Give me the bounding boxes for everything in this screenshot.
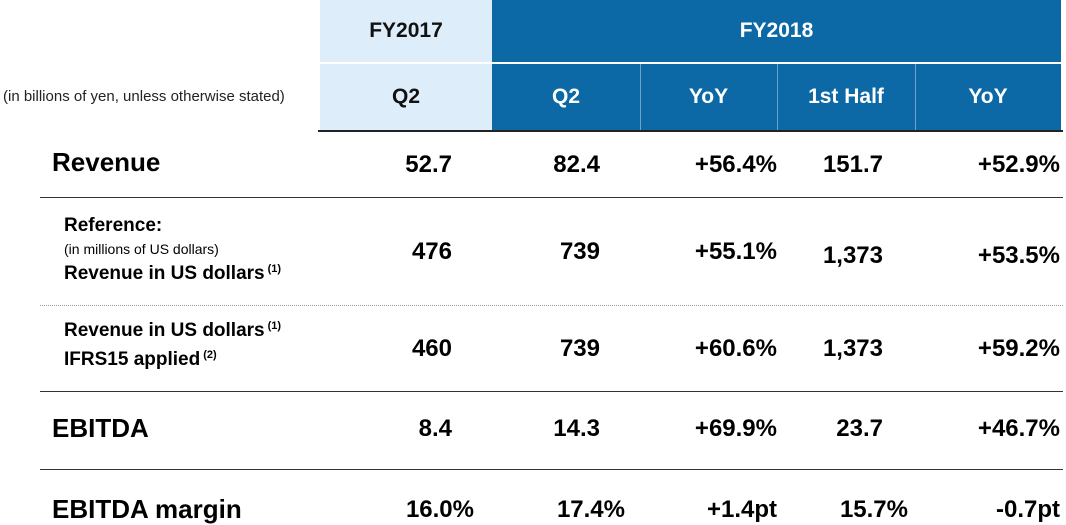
row-divider (40, 305, 1063, 306)
header-rule (318, 130, 1063, 132)
cell-ifrs-half-yoy: +59.2% (977, 335, 1060, 362)
header-divider (640, 64, 641, 130)
col-header-fy2017-q2: Q2 (320, 64, 492, 130)
cell-usd-q2-yoy: +55.1% (694, 238, 777, 265)
cell-ebitda-q2-yoy: +69.9% (694, 415, 777, 442)
header-divider (915, 64, 916, 130)
row-label-ebitda-margin: EBITDA margin (52, 494, 242, 524)
cell-revenue-1st-half: 151.7 (822, 151, 883, 178)
cell-ifrs-fy2017-q2: 460 (411, 335, 452, 362)
cell-ifrs-q2-yoy: +60.6% (694, 335, 777, 362)
row-label-ifrs15-applied: IFRS15 applied (2) (64, 349, 217, 371)
header-fy2018: FY2018 (492, 0, 1061, 62)
row-label-revenue-usd-text: Revenue in US dollars (64, 263, 265, 284)
row-label-reference-units: (in millions of US dollars) (64, 241, 219, 257)
cell-margin-1st-half: 15.7% (839, 496, 908, 523)
row-label-revenue-usd: Revenue in US dollars (1) (64, 263, 281, 285)
row-label-revenue: Revenue (52, 147, 161, 177)
row-label-revenue-usd-ifrs-text: Revenue in US dollars (64, 320, 265, 341)
footnote-marker: (2) (203, 349, 217, 361)
row-label-reference: Reference: (64, 215, 163, 236)
cell-margin-fy2018-q2: 17.4% (556, 496, 625, 523)
footnote-marker: (1) (267, 320, 282, 332)
row-divider (40, 391, 1063, 392)
row-label-ifrs15-applied-text: IFRS15 applied (64, 349, 201, 370)
row-divider (40, 197, 1063, 198)
col-header-q2-yoy: YoY (640, 64, 777, 130)
col-header-half-yoy: YoY (915, 64, 1061, 130)
header-divider (777, 64, 778, 130)
cell-ifrs-fy2018-q2: 739 (559, 335, 600, 362)
cell-ifrs-1st-half: 1,373 (822, 335, 883, 362)
cell-ebitda-1st-half: 23.7 (836, 415, 883, 442)
col-header-1st-half: 1st Half (777, 64, 915, 130)
cell-revenue-half-yoy: +52.9% (977, 151, 1060, 178)
cell-usd-1st-half: 1,373 (822, 242, 883, 269)
cell-revenue-fy2017-q2: 52.7 (405, 151, 452, 178)
units-note: (in billions of yen, unless otherwise st… (3, 88, 285, 105)
cell-revenue-q2-yoy: +56.4% (694, 151, 777, 178)
cell-margin-q2-yoy: +1.4pt (706, 496, 777, 523)
row-divider (40, 469, 1063, 470)
cell-usd-fy2017-q2: 476 (411, 238, 452, 265)
header-fy2017: FY2017 (320, 0, 492, 62)
cell-usd-fy2018-q2: 739 (559, 238, 600, 265)
cell-revenue-fy2018-q2: 82.4 (553, 151, 600, 178)
cell-ebitda-half-yoy: +46.7% (977, 415, 1060, 442)
row-label-revenue-usd-ifrs: Revenue in US dollars (1) (64, 320, 281, 342)
col-header-fy2018-q2: Q2 (492, 64, 640, 130)
footnote-marker: (1) (267, 263, 282, 275)
cell-margin-fy2017-q2: 16.0% (405, 496, 474, 523)
cell-usd-half-yoy: +53.5% (977, 242, 1060, 269)
cell-margin-half-yoy: -0.7pt (995, 496, 1060, 523)
cell-ebitda-fy2017-q2: 8.4 (418, 415, 452, 442)
row-label-ebitda: EBITDA (52, 413, 149, 443)
cell-ebitda-fy2018-q2: 14.3 (553, 415, 600, 442)
